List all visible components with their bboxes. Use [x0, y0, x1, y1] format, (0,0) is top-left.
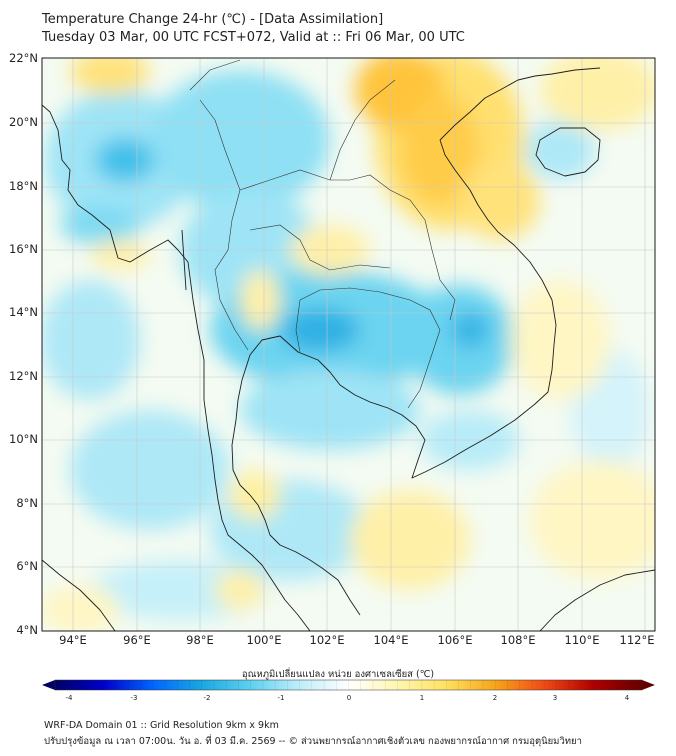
temperature-field: [42, 58, 655, 631]
colorbar-tick: 2: [492, 694, 498, 702]
lon-label: 100°E: [246, 633, 282, 647]
lat-label: 22°N: [9, 51, 38, 65]
lat-label: 16°N: [9, 242, 38, 256]
lat-label: 4°N: [16, 623, 38, 637]
lat-label: 6°N: [16, 559, 38, 573]
lon-label: 108°E: [500, 633, 536, 647]
lat-label: 14°N: [9, 305, 38, 319]
lat-label: 8°N: [16, 496, 38, 510]
lon-label: 104°E: [373, 633, 409, 647]
lon-label: 110°E: [564, 633, 600, 647]
lon-label: 94°E: [59, 633, 87, 647]
lon-label: 106°E: [437, 633, 473, 647]
map-title: Temperature Change 24-hr (℃) - [Data Ass…: [42, 12, 384, 27]
lon-label: 98°E: [186, 633, 214, 647]
colorbar-tick: 4: [624, 694, 630, 702]
lon-label: 102°E: [309, 633, 345, 647]
map-frame: [41, 57, 656, 632]
coastlines: [42, 67, 655, 631]
colorbar-tick: -2: [203, 694, 211, 702]
graticule: [42, 58, 655, 631]
lat-label: 12°N: [9, 369, 38, 383]
lon-label: 96°E: [123, 633, 151, 647]
lat-label: 18°N: [9, 179, 38, 193]
lat-label: 10°N: [9, 432, 38, 446]
colorbar-title: อุณหภูมิเปลี่ยนแปลง หน่วย องศาเซลเซียส (…: [241, 669, 435, 680]
colorbar-tick: 1: [419, 694, 425, 702]
colorbar-tick: -4: [65, 694, 73, 702]
colorbar-tick: 3: [552, 694, 558, 702]
lat-label: 20°N: [9, 115, 38, 129]
footer-credits: ปรับปรุงข้อมูล ณ เวลา 07:00น. วัน อ. ที่…: [44, 736, 582, 747]
map-subtitle: Tuesday 03 Mar, 00 UTC FCST+072, Valid a…: [42, 30, 465, 45]
lon-label: 112°E: [619, 633, 655, 647]
colorbar: [42, 679, 655, 691]
colorbar-tick: -3: [130, 694, 138, 702]
footer-model-info: WRF-DA Domain 01 :: Grid Resolution 9km …: [44, 720, 279, 731]
borders: [189, 59, 456, 409]
colorbar-tick: -1: [277, 694, 285, 702]
colorbar-tick: 0: [346, 694, 352, 702]
